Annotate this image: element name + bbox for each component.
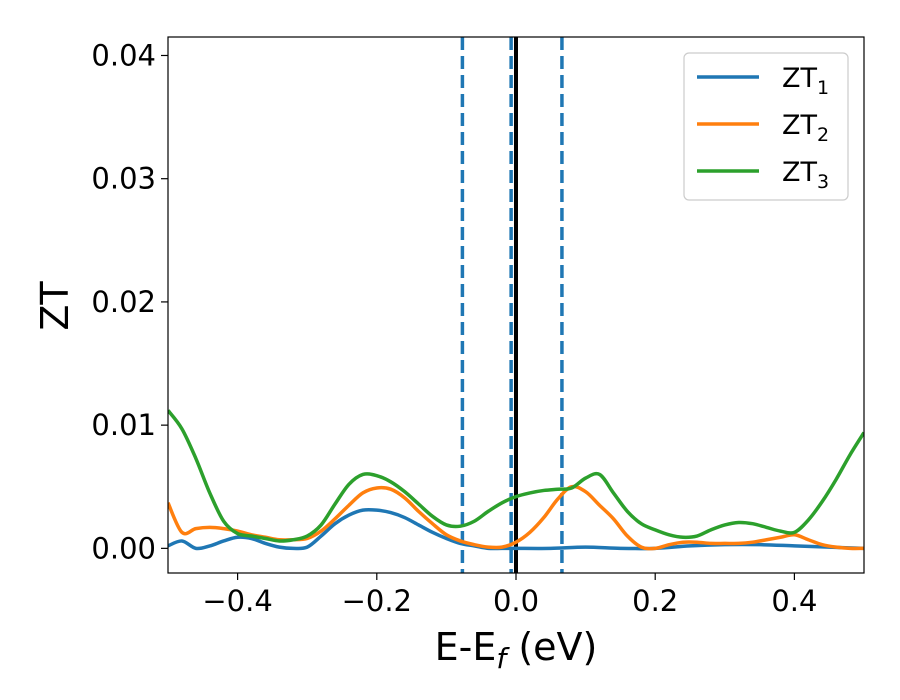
series-lines (168, 409, 864, 551)
legend-label-zt2: ZT2 (782, 110, 829, 146)
x-tick-label: 0.2 (632, 584, 678, 618)
x-tick-label: −0.2 (342, 584, 412, 618)
y-tick-label: 0.04 (91, 38, 156, 72)
legend: ZT1 ZT2 ZT3 (683, 52, 849, 201)
reference-lines (460, 37, 564, 573)
y-tick-label: 0.02 (91, 285, 156, 319)
y-axis-label: ZT (33, 281, 77, 331)
y-tick-label: 0.01 (91, 408, 156, 442)
x-tick-label: 0.4 (771, 584, 817, 618)
legend-box (683, 52, 849, 201)
x-axis-label: E-Ef (eV) (435, 625, 598, 675)
y-tick-label: 0.00 (91, 531, 156, 565)
legend-label-zt1: ZT1 (782, 63, 829, 99)
legend-label-zt3: ZT3 (782, 157, 829, 193)
x-tick-label: 0.0 (493, 584, 539, 618)
series-line-zt3 (168, 409, 864, 543)
y-axis-ticks: 0.00 0.01 0.02 0.03 0.04 (91, 38, 168, 565)
y-tick-label: 0.03 (91, 162, 156, 196)
x-tick-label: −0.4 (202, 584, 272, 618)
x-axis-ticks: −0.4 −0.2 0.0 0.2 0.4 (202, 573, 817, 618)
